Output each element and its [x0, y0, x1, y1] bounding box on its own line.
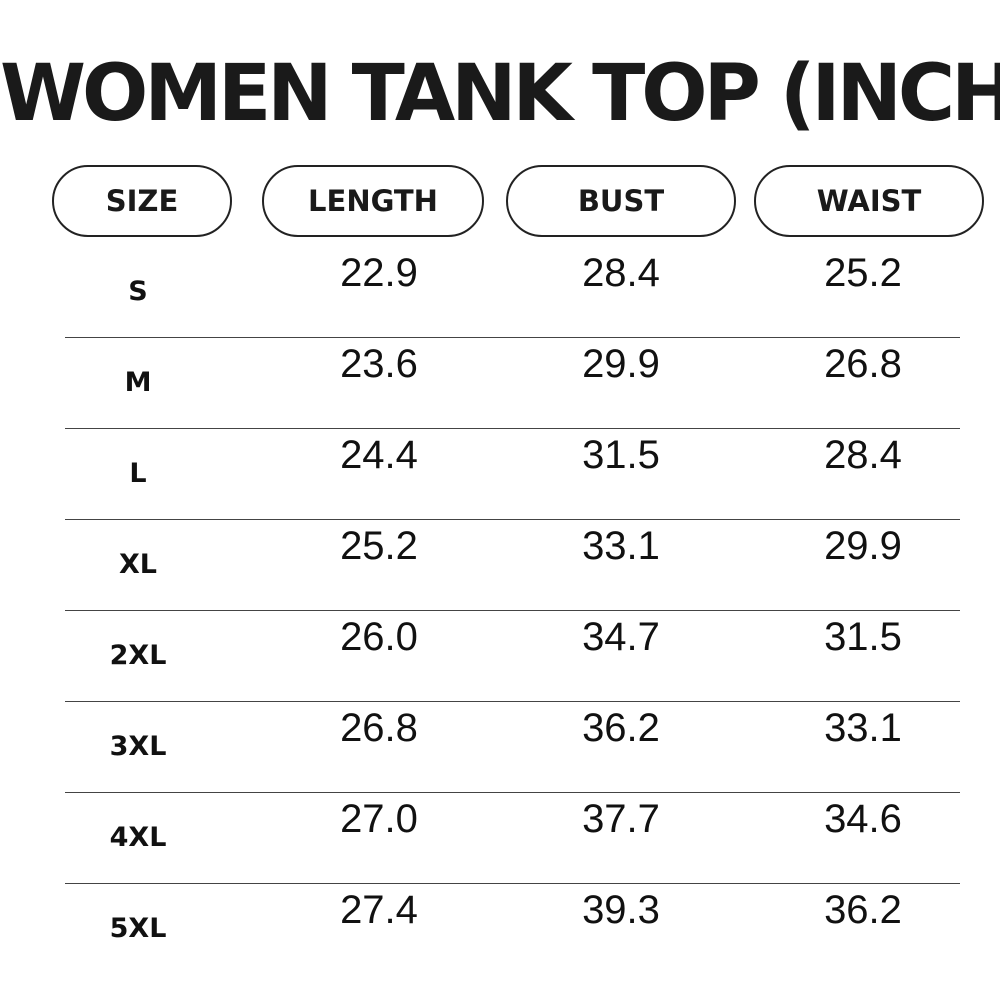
size-label: 3XL [109, 731, 167, 762]
table-row: M 23.6 29.9 26.8 [0, 340, 1000, 431]
bust-value: 33.1 [582, 524, 660, 568]
length-value: 23.6 [340, 342, 418, 386]
length-value: 26.8 [340, 706, 418, 750]
header-bust: BUST [506, 165, 736, 237]
bust-value: 28.4 [582, 251, 660, 295]
table-row: 5XL 27.4 39.3 36.2 [0, 886, 1000, 977]
length-value: 25.2 [340, 524, 418, 568]
row-divider [65, 883, 960, 884]
size-label: S [128, 276, 148, 307]
size-label: M [124, 367, 152, 398]
bust-value: 39.3 [582, 888, 660, 932]
row-divider [65, 701, 960, 702]
row-divider [65, 610, 960, 611]
waist-value: 26.8 [824, 342, 902, 386]
waist-value: 36.2 [824, 888, 902, 932]
size-label: XL [118, 549, 158, 580]
row-divider [65, 428, 960, 429]
size-label: 5XL [109, 913, 167, 944]
length-value: 27.4 [340, 888, 418, 932]
table-row: XL 25.2 33.1 29.9 [0, 522, 1000, 613]
header-waist: WAIST [754, 165, 984, 237]
header-length: LENGTH [262, 165, 484, 237]
size-label: 2XL [109, 640, 167, 671]
header-size: SIZE [52, 165, 232, 237]
length-value: 27.0 [340, 797, 418, 841]
bust-value: 37.7 [582, 797, 660, 841]
length-value: 26.0 [340, 615, 418, 659]
bust-value: 36.2 [582, 706, 660, 750]
waist-value: 31.5 [824, 615, 902, 659]
table-row: 4XL 27.0 37.7 34.6 [0, 795, 1000, 886]
waist-value: 25.2 [824, 251, 902, 295]
waist-value: 29.9 [824, 524, 902, 568]
bust-value: 34.7 [582, 615, 660, 659]
row-divider [65, 792, 960, 793]
table-row: 3XL 26.8 36.2 33.1 [0, 704, 1000, 795]
waist-value: 28.4 [824, 433, 902, 477]
length-value: 24.4 [340, 433, 418, 477]
row-divider [65, 519, 960, 520]
size-label: L [129, 458, 147, 489]
bust-value: 31.5 [582, 433, 660, 477]
chart-title: WOMEN TANK TOP (INCH) [0, 49, 1000, 139]
size-label: 4XL [109, 822, 167, 853]
table-row: L 24.4 31.5 28.4 [0, 431, 1000, 522]
waist-value: 33.1 [824, 706, 902, 750]
table-row: 2XL 26.0 34.7 31.5 [0, 613, 1000, 704]
table-row: S 22.9 28.4 25.2 [0, 249, 1000, 340]
waist-value: 34.6 [824, 797, 902, 841]
length-value: 22.9 [340, 251, 418, 295]
row-divider [65, 337, 960, 338]
bust-value: 29.9 [582, 342, 660, 386]
